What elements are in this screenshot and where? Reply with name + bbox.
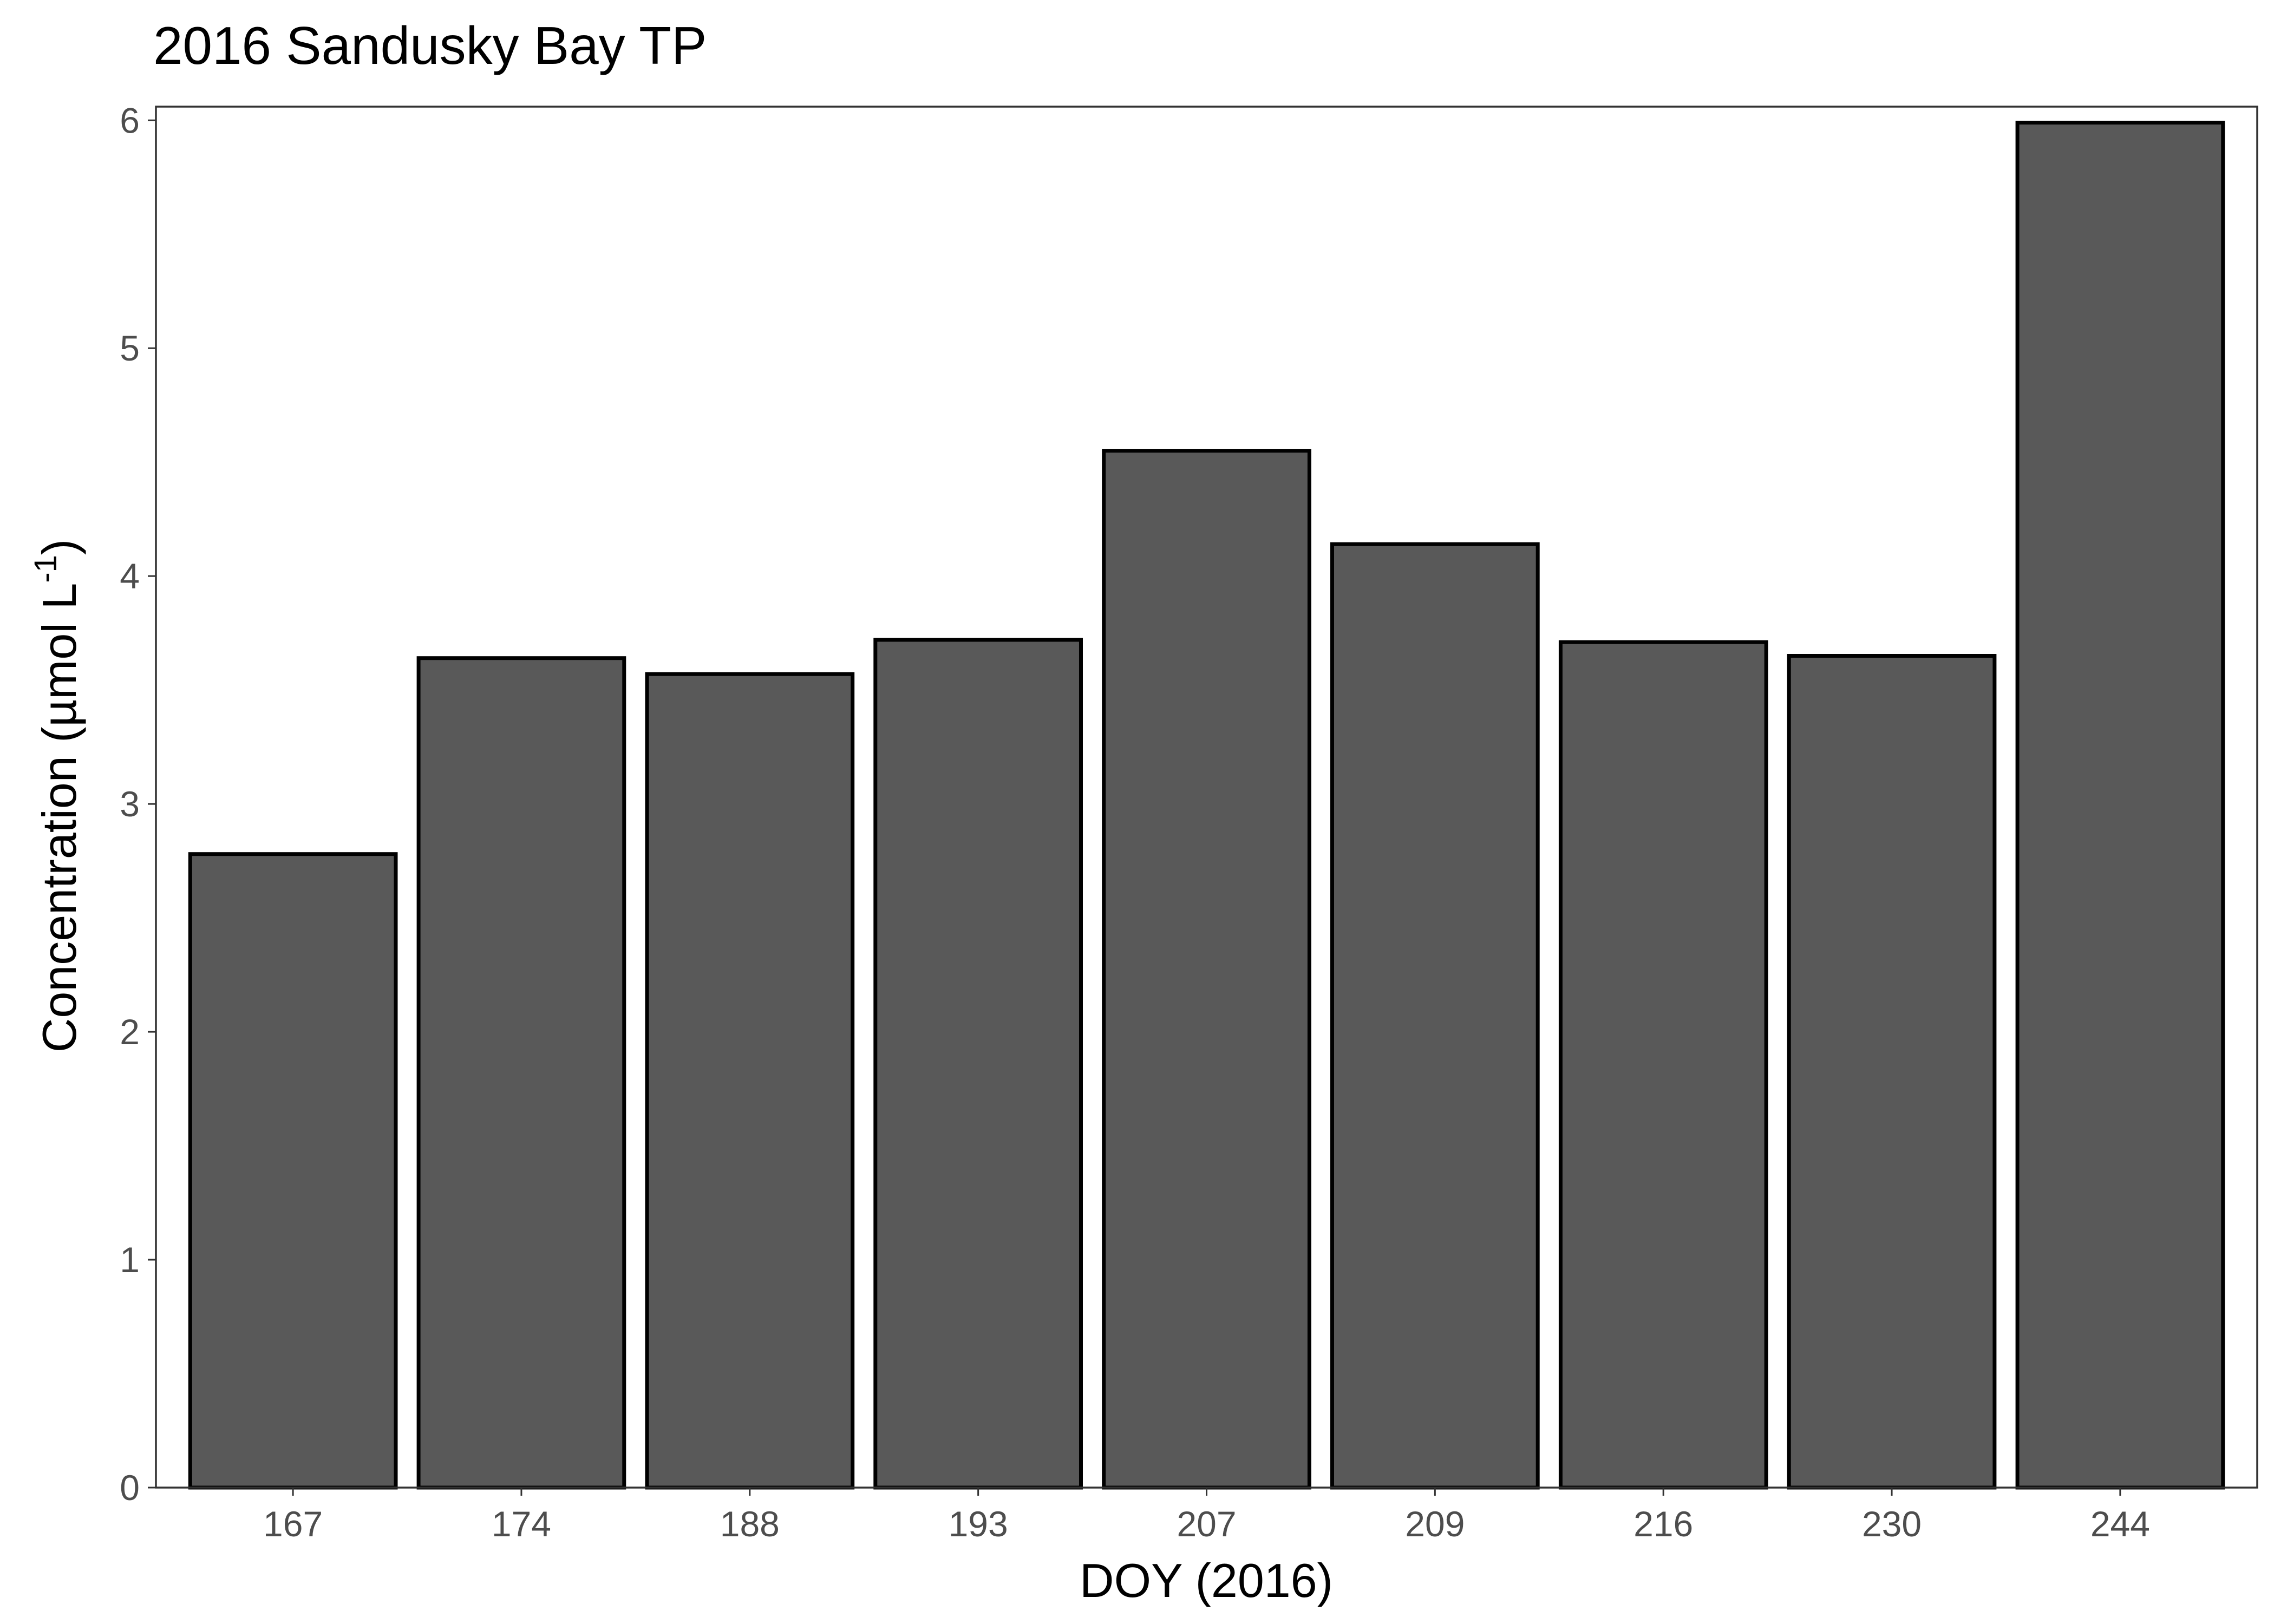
y-tick-label: 4 <box>120 556 140 596</box>
bar-188 <box>645 672 855 1490</box>
bar-167 <box>188 852 398 1490</box>
y-axis-title-text: Concentration (µmol L <box>32 583 86 1053</box>
chart-title: 2016 Sandusky Bay TP <box>153 16 707 75</box>
x-tick-label: 188 <box>720 1504 780 1544</box>
y-tick-label: 5 <box>120 328 140 368</box>
x-tick-label: 167 <box>263 1504 323 1544</box>
x-axis: 167 174 188 193 207 209 216 230 244 <box>263 1488 2150 1544</box>
y-axis: 0 1 2 3 4 5 6 <box>120 100 156 1508</box>
bars-layer <box>188 121 2225 1490</box>
bar-230 <box>1787 654 1997 1490</box>
y-tick-label: 3 <box>120 784 140 824</box>
x-tick-label: 216 <box>1633 1504 1693 1544</box>
y-tick-label: 2 <box>120 1012 140 1052</box>
x-tick-label: 209 <box>1405 1504 1465 1544</box>
y-tick-label: 1 <box>120 1240 140 1280</box>
y-axis-title: Concentration (µmol L-1) <box>28 539 86 1052</box>
x-tick-label: 207 <box>1177 1504 1236 1544</box>
x-axis-title: DOY (2016) <box>1080 1554 1333 1607</box>
bar-207 <box>1102 449 1311 1490</box>
x-tick-label: 230 <box>1862 1504 1922 1544</box>
x-tick-label: 193 <box>949 1504 1008 1544</box>
y-tick-label: 0 <box>120 1468 140 1508</box>
y-tick-label: 6 <box>120 100 140 140</box>
bar-174 <box>416 656 626 1490</box>
bar-193 <box>873 638 1083 1490</box>
x-tick-label: 174 <box>492 1504 551 1544</box>
bar-244 <box>2015 121 2225 1490</box>
y-axis-title-close: ) <box>32 539 86 555</box>
bar-216 <box>1558 640 1768 1490</box>
plot-panel-border <box>155 106 2258 1489</box>
x-tick-label: 244 <box>2090 1504 2150 1544</box>
y-axis-title-superscript: -1 <box>28 555 63 583</box>
bar-209 <box>1330 542 1540 1490</box>
